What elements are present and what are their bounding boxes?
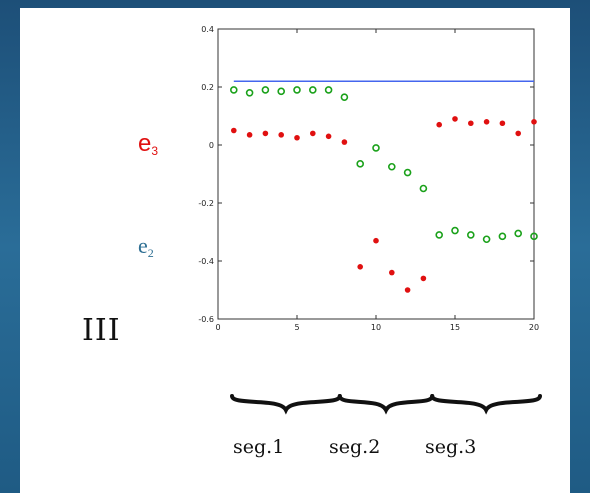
- e3-point: [294, 134, 300, 141]
- e2-point: [451, 226, 459, 235]
- e3-point: [436, 121, 443, 128]
- figure-panel: 0.4 0.2 0 -0.2 -0.4 -0.6 0 5 10 15 20 e3 e2 III se…: [20, 8, 570, 493]
- y-tick-label: -0.4: [198, 257, 214, 266]
- e2-point: [403, 168, 412, 177]
- e3-label: e3: [138, 130, 159, 158]
- e2-point: [514, 229, 523, 238]
- e2-point: [498, 232, 507, 241]
- segment-label-3: seg.3: [425, 436, 477, 458]
- segment-label-1: seg.1: [233, 436, 285, 458]
- e3-point: [357, 264, 364, 270]
- x-tick-label: 5: [294, 323, 299, 332]
- segment-brace: [230, 394, 342, 415]
- e3-point: [531, 119, 537, 125]
- y-tick-label: -0.6: [198, 315, 214, 324]
- e2-point: [372, 144, 380, 152]
- e3-point: [341, 139, 348, 145]
- e2-point: [530, 232, 538, 241]
- x-tick-label: 0: [215, 323, 220, 332]
- e2-point: [293, 86, 301, 94]
- y-tick-label: -0.2: [198, 199, 214, 208]
- e3-point: [452, 116, 458, 122]
- e3-point: [499, 120, 506, 127]
- e2-label: e2: [138, 233, 154, 260]
- e3-point: [468, 120, 474, 127]
- e3-point: [420, 275, 427, 282]
- plot-frame: [217, 28, 535, 320]
- y-tick-label: 0.2: [201, 83, 214, 92]
- e3-point: [483, 119, 490, 125]
- e3-point: [231, 127, 237, 134]
- e2-point: [482, 235, 491, 244]
- y-tick-label: 0.4: [201, 25, 214, 34]
- e2-point: [435, 231, 444, 239]
- x-tick-label: 10: [371, 323, 381, 332]
- e3-point: [278, 132, 285, 138]
- x-tick-label: 15: [450, 323, 460, 332]
- e3-point: [389, 269, 395, 276]
- e2-point: [340, 93, 349, 101]
- e2-point: [387, 162, 396, 171]
- e2-point: [419, 184, 428, 193]
- e2-point: [356, 160, 365, 168]
- e3-point: [262, 130, 269, 137]
- e2-point: [324, 86, 333, 94]
- e2-point: [308, 86, 317, 94]
- e2-point: [230, 86, 238, 94]
- e2-point: [245, 89, 254, 97]
- e3-point: [310, 130, 316, 137]
- e2-point: [277, 87, 286, 96]
- segment-brace: [430, 394, 542, 415]
- scatter-chart: 0.40.20-0.2-0.4-0.60 5 10 15 20: [198, 25, 542, 415]
- e3-point: [325, 133, 332, 140]
- roman-numeral-label: III: [82, 313, 121, 348]
- e2-point: [466, 231, 475, 239]
- e3-point: [373, 237, 379, 244]
- segment-brace: [337, 394, 435, 415]
- segment-label-2: seg.2: [329, 436, 381, 458]
- e3-point: [404, 287, 411, 293]
- e3-point: [515, 130, 521, 137]
- e2-point: [261, 86, 270, 94]
- y-tick-label: 0: [209, 141, 214, 150]
- x-tick-label: 20: [529, 323, 539, 332]
- e3-point: [246, 132, 253, 138]
